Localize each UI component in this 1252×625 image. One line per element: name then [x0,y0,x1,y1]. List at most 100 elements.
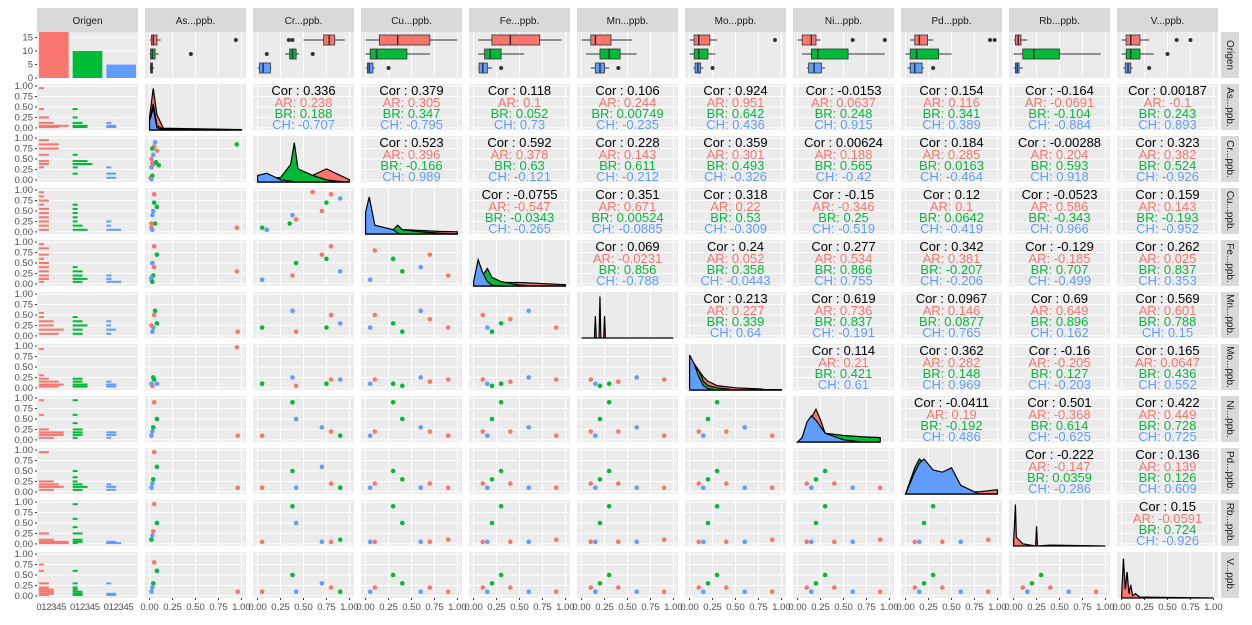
scatter-point [606,399,612,405]
panel-grid [685,188,786,234]
box-outlier [931,66,936,70]
scatter-point [489,329,495,335]
x-tick-label: 1.00 [772,602,791,613]
panel-grid [1009,344,1110,390]
histogram-bar [39,380,59,383]
x-tick-label: 0.75 [965,602,984,613]
histogram-bar [106,166,112,169]
correlation-group: CH: 0.918 [1030,169,1089,184]
correlation-group: CH: 0.725 [1138,429,1197,444]
histogram-bar [72,431,83,434]
correlation-total: Cor : 0.118 [488,83,551,98]
panel-grid [685,396,786,442]
correlation-group: AR: -0.185 [1028,251,1090,266]
scatter-point [372,248,378,253]
scatter-point [400,477,405,482]
histogram-bar [72,380,83,383]
correlation-group: AR: -0.1 [1144,95,1192,110]
y-tick-label: 1.00 [15,237,34,248]
scatter-point [337,589,343,595]
correlation-group: BR: 0.728 [1139,418,1197,433]
correlation-group: AR: -0.147 [1028,459,1090,474]
histogram-bar [72,216,78,219]
scatter-point [588,539,594,545]
histogram-bar [39,532,49,535]
scatter-point [809,589,814,595]
scatter-point [390,503,396,509]
histogram-bar [106,383,117,386]
scatter-point [498,399,504,405]
x-tick-label: 1 [109,602,114,613]
scatter-point [696,585,702,590]
scatter-point [917,539,922,545]
scatter-point [445,377,451,382]
column-strip [685,8,786,32]
correlation-total: Cor : 0.69 [1031,291,1088,306]
x-tick-label: 2 [114,602,119,613]
correlation-group: AR: 0.534 [815,251,873,266]
panel-grid [577,240,678,286]
row-strip-label: Fe...ppb. [1224,243,1235,282]
scatter-point [445,589,451,595]
correlation-group: BR: 0.642 [707,106,765,121]
panel-grid [577,552,678,598]
scatter-point [150,585,155,590]
histogram-bar [72,517,78,520]
histogram-bar [72,542,78,545]
scatter-point [150,533,155,538]
panel-grid [361,240,462,286]
scatter-point [593,433,598,439]
y-tick-label: 0.75 [15,404,34,415]
scatter-point [235,485,241,491]
scatter-point [526,539,531,545]
panel-grid [145,240,246,286]
correlation-total: Cor : -0.16 [1029,343,1090,358]
x-tick-label: 0.50 [186,602,205,613]
correlation-group: BR: 0.707 [1031,262,1089,277]
panel-grid [37,345,138,389]
x-tick-label: 0.00 [248,602,267,613]
correlation-total: Cor : 0.592 [487,135,551,150]
correlation-group: AR: 0.116 [923,95,980,110]
correlation-group: CH: -0.499 [1028,273,1091,288]
scatter-point [553,433,559,439]
scatter-point [235,433,241,439]
correlation-group: CH: -0.212 [596,169,659,184]
scatter-point [427,379,433,384]
scatter-point [337,485,343,491]
histogram-bar [39,540,69,543]
histogram-bar [72,121,83,124]
y-tick-label: 0.00 [15,123,34,134]
panel-grid [469,552,570,598]
y-tick-label: 0.75 [15,144,34,155]
box-body [909,62,923,74]
panel-grid [793,448,894,494]
density-curve-ch [148,107,242,131]
column-strip-label: Cr...ppb. [285,16,323,27]
scatter-point [390,399,396,405]
density-curve-ch [904,458,998,495]
scatter-point [813,581,819,586]
panel-grid [685,84,786,130]
histogram-bar [72,592,83,595]
correlation-group: AR: 0.0637 [811,95,876,110]
histogram-bar [39,191,44,194]
histogram-bar [72,324,88,327]
panel-grid [469,396,570,442]
panel-grid [145,136,246,182]
correlation-group: CH: -0.926 [1136,169,1199,184]
scatter-point [156,162,162,168]
x-tick-label: 0.25 [595,602,614,613]
column-strip [253,8,354,32]
scatter-point [940,585,945,590]
y-tick-label: 0.75 [15,456,34,467]
correlation-group: AR: -0.0231 [593,251,662,266]
y-tick-label: 5 [28,59,33,70]
y-tick-label: 0.50 [15,258,34,269]
scatter-point [151,312,157,318]
box-body [378,34,431,46]
scatter-point [832,539,837,545]
box-outlier [882,38,887,42]
density-curve-ch [472,257,566,287]
y-tick-label: 0.25 [15,320,34,331]
